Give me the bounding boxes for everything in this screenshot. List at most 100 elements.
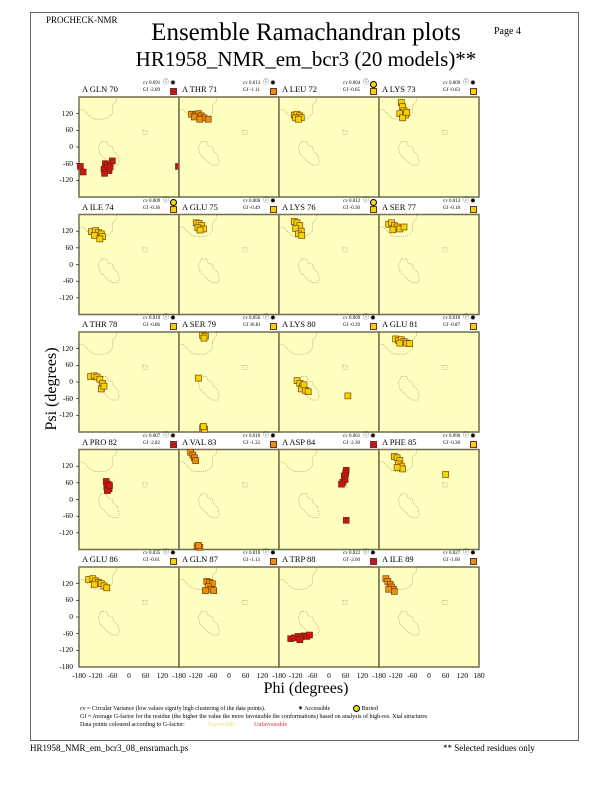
allowed-region-outline <box>98 258 120 283</box>
allowed-region-outline <box>442 482 448 488</box>
allowed-region-outline <box>278 449 317 473</box>
residue-label: A THR 78 <box>82 319 118 329</box>
residue-label: A GLU 86 <box>82 554 118 564</box>
y-tick-label: 0 <box>69 259 73 269</box>
x-tick-label: -120 <box>388 671 403 680</box>
residue-label: A PHE 85 <box>382 436 417 447</box>
clock-icon: ⓘ <box>463 80 470 86</box>
cv-value: cv 0.090 <box>443 433 461 439</box>
data-point <box>344 392 352 400</box>
y-tick-label: 120 <box>61 343 73 353</box>
data-point <box>103 584 111 592</box>
y-tick-label: 60 <box>65 360 74 370</box>
data-point <box>390 588 398 595</box>
x-tick-label: 120 <box>156 671 168 680</box>
panel-a-asp-84 <box>278 448 380 551</box>
allowed-region-outline <box>242 600 248 605</box>
legend-unfavourable: Unfavourable <box>254 722 287 728</box>
cv-value: cv 0.027 <box>443 551 461 556</box>
accessible-icon: ✹ <box>470 549 476 557</box>
data-point <box>298 232 306 239</box>
gf-value: Gf -2.30 <box>343 440 360 446</box>
cv-value: cv 0.091 <box>143 81 161 86</box>
buried-icon <box>370 198 377 206</box>
gf-colour-swatch <box>270 205 277 213</box>
clock-icon: ⓘ <box>163 432 170 439</box>
residue-label: A VAL 83 <box>182 436 217 447</box>
legend-accessible-label: Accessible <box>304 706 331 712</box>
data-point <box>396 339 404 347</box>
data-point <box>79 168 87 176</box>
y-tick-label: -180 <box>59 662 73 671</box>
allowed-region-outline <box>142 130 148 135</box>
clock-icon: ⓘ <box>163 315 170 321</box>
data-point <box>90 580 98 588</box>
plot-area <box>78 331 180 433</box>
residue-label: A GLU 75 <box>182 201 218 212</box>
allowed-region-outline <box>298 141 320 166</box>
program-name: PROCHECK-NMR <box>46 15 118 25</box>
allowed-region-outline <box>442 600 448 605</box>
y-tick-label: 120 <box>61 578 73 588</box>
accessible-icon: ✷ <box>298 706 304 712</box>
clock-icon: ⓘ <box>363 315 370 321</box>
allowed-region-outline <box>242 130 248 135</box>
legend-buried-label: Buried <box>361 705 378 712</box>
panel-a-pro-82 <box>78 448 180 551</box>
data-point <box>210 587 218 594</box>
allowed-region-outline <box>242 365 248 370</box>
cv-value: cv 0.013 <box>443 198 461 204</box>
gf-colour-swatch <box>270 88 277 95</box>
allowed-region-outline <box>442 365 448 370</box>
panel-a-trp-88 <box>278 566 380 668</box>
allowed-region-outline <box>378 214 417 238</box>
residue-label: A LYS 73 <box>382 84 416 94</box>
clock-icon: ⓘ <box>263 315 270 321</box>
residue-label: A GLU 81 <box>382 319 418 329</box>
data-point <box>304 388 312 396</box>
cv-value: cv 0.016 <box>243 551 261 556</box>
y-tick-label: -120 <box>59 175 73 185</box>
gf-value: Gf -1.11 <box>243 88 260 93</box>
panel-a-glu-75 <box>178 213 280 316</box>
clock-icon: ⓘ <box>263 550 270 556</box>
clock-icon: ⓘ <box>163 80 170 86</box>
gf-colour-swatch <box>370 323 377 330</box>
clock-icon: ⓘ <box>363 197 370 204</box>
x-tick-label: -120 <box>88 671 103 680</box>
data-point <box>101 170 108 177</box>
allowed-region-outline <box>398 376 420 401</box>
data-point <box>400 223 408 231</box>
y-tick-label: 120 <box>61 226 73 236</box>
clock-icon: ⓘ <box>163 197 170 204</box>
allowed-region-outline <box>142 365 148 370</box>
data-point <box>389 226 397 234</box>
clock-icon: ⓘ <box>263 197 270 204</box>
panel-a-val-83 <box>178 448 280 551</box>
gf-value: Gf -0.49 <box>243 205 260 211</box>
plot-area <box>278 566 380 668</box>
allowed-region-outline <box>278 331 317 355</box>
x-tick-label: 60 <box>241 671 250 680</box>
plot-area <box>178 448 280 551</box>
y-tick-label: -120 <box>59 292 73 302</box>
allowed-region-outline <box>142 247 148 253</box>
x-tick-label: -180 <box>172 671 186 680</box>
allowed-region-outline <box>398 141 420 166</box>
x-tick-label: -180 <box>72 671 86 680</box>
x-tick-label: -120 <box>288 671 303 680</box>
y-tick-label: -60 <box>63 276 73 286</box>
gf-value: Gf 36.81 <box>243 323 261 328</box>
gf-value: Gf -0.61 <box>143 558 160 563</box>
allowed-region-outline <box>442 247 448 253</box>
plot-area <box>78 448 180 551</box>
allowed-region-outline <box>242 482 248 488</box>
gf-colour-swatch <box>470 205 477 213</box>
panel-a-lys-76 <box>278 213 380 316</box>
panel-a-thr-78 <box>78 331 180 433</box>
allowed-region-outline <box>398 493 420 518</box>
allowed-region-outline <box>298 611 320 636</box>
gf-value: Gf -2.89 <box>143 88 160 93</box>
allowed-region-outline <box>278 566 317 590</box>
cv-value: cv 0.009 <box>443 81 461 86</box>
